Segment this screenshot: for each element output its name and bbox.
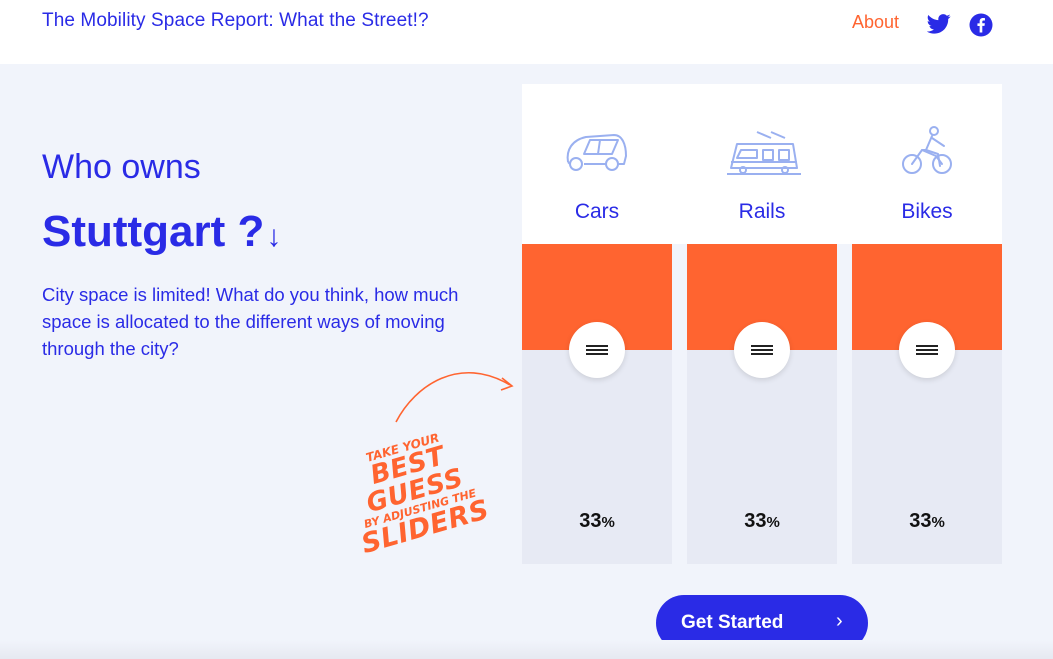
slider-handle-rails[interactable]: [734, 322, 790, 378]
tram-icon: [727, 131, 801, 175]
percent-value-rails: 33%: [744, 510, 780, 532]
intro-text: City space is limited! What do you think…: [42, 284, 459, 359]
heading-city: Stuttgart ?↓: [42, 207, 281, 257]
curved-arrow-icon: [395, 372, 514, 423]
heading-who-owns: Who owns: [42, 148, 201, 186]
bike-icon: [902, 126, 952, 174]
mode-label-bikes: Bikes: [901, 200, 953, 223]
mode-label-rails: Rails: [738, 200, 786, 223]
mode-header-bikes: Bikes: [852, 84, 1002, 244]
slider-track-rails[interactable]: 33%: [687, 244, 837, 564]
arrow-down-icon: ↓: [266, 220, 282, 253]
slider-handle-bikes[interactable]: [899, 322, 955, 378]
twitter-icon[interactable]: [926, 13, 951, 37]
chevron-right-icon: ›: [836, 610, 843, 632]
mode-header-rails: Rails: [687, 84, 837, 244]
modes-header-panel: Cars Rails: [522, 84, 1002, 244]
slider-handle-cars[interactable]: [569, 322, 625, 378]
city-name: Stuttgart ?: [42, 207, 265, 256]
bottom-edge: [0, 640, 1053, 659]
about-link[interactable]: About: [852, 12, 900, 32]
slider-track-bikes[interactable]: 33%: [852, 244, 1002, 564]
mode-header-cars: Cars: [522, 84, 672, 244]
get-started-label: Get Started: [681, 612, 784, 633]
percent-value-cars: 33%: [579, 510, 615, 532]
site-header: The Mobility Space Report: What the Stre…: [0, 0, 1053, 64]
slider-hint: TAKE YOUR BEST GUESS BY ADJUSTING THE SL…: [329, 421, 501, 560]
percent-value-bikes: 33%: [909, 510, 945, 532]
slider-track-cars[interactable]: 33%: [522, 244, 672, 564]
car-icon: [566, 134, 627, 171]
mode-label-cars: Cars: [574, 200, 620, 223]
site-title[interactable]: The Mobility Space Report: What the Stre…: [42, 10, 429, 31]
facebook-icon[interactable]: [969, 13, 993, 37]
